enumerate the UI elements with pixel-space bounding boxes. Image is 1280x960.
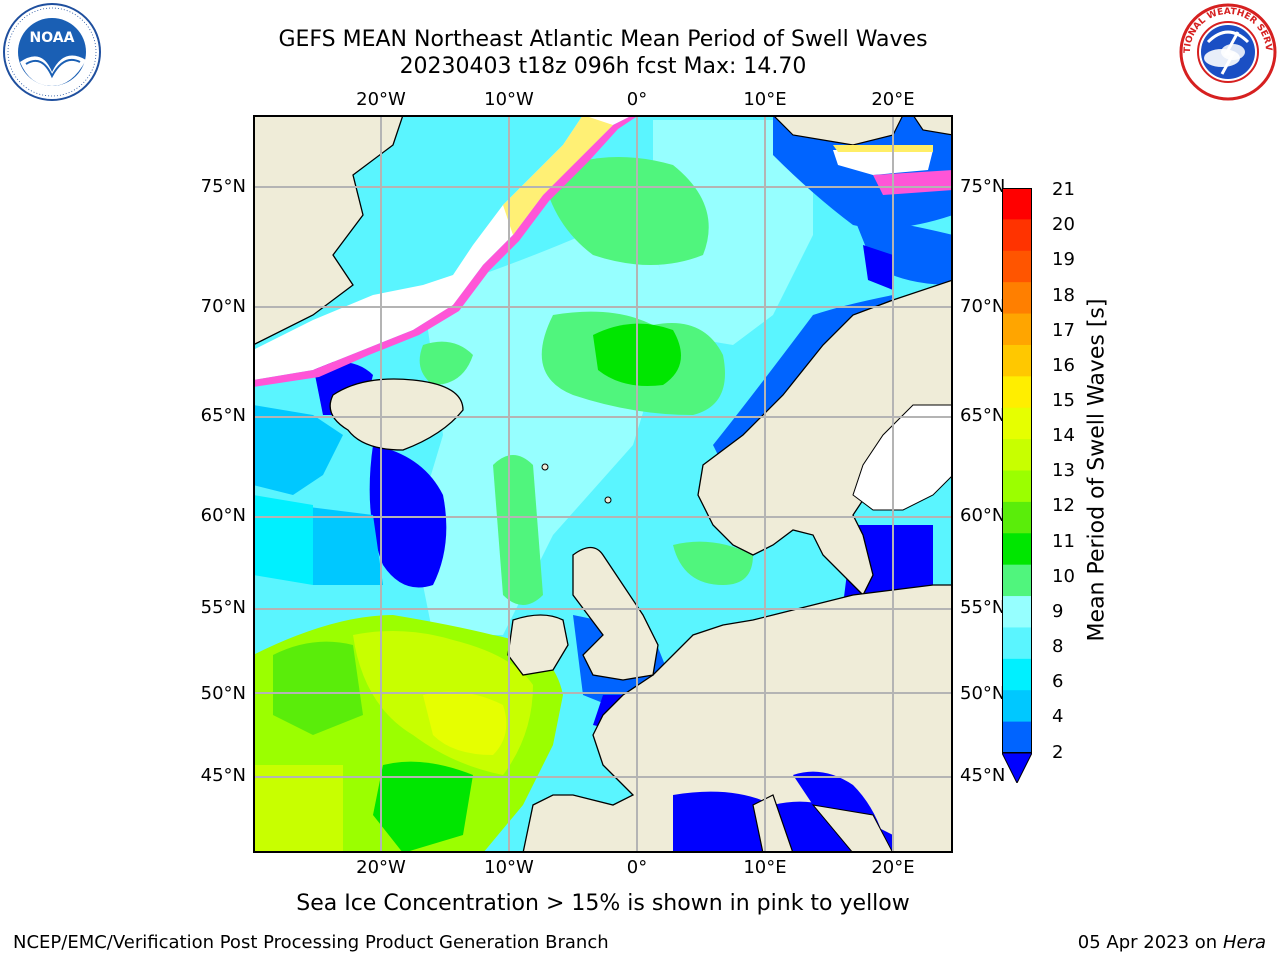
colorbar-tick: 17 bbox=[1052, 320, 1075, 341]
colorbar-tick: 9 bbox=[1052, 601, 1064, 622]
lon-label-bottom-10e: 10°E bbox=[743, 857, 787, 878]
colorbar-segment bbox=[1002, 533, 1032, 566]
nws-logo: NATIONAL WEATHER SERVICE bbox=[1178, 2, 1277, 101]
footer-host: Hera bbox=[1222, 932, 1266, 953]
footer-date: 05 Apr 2023 on Hera bbox=[1078, 932, 1266, 953]
lat-label-right-60n: 60°N bbox=[960, 505, 1006, 526]
lat-label-right-55n: 55°N bbox=[960, 597, 1006, 618]
colorbar-segment bbox=[1002, 219, 1032, 252]
lon-label-top-10e: 10°E bbox=[743, 89, 787, 110]
colorbar-segment bbox=[1002, 344, 1032, 377]
colorbar-tick: 6 bbox=[1052, 671, 1064, 692]
colorbar-segment bbox=[1002, 407, 1032, 440]
colorbar-segment bbox=[1002, 658, 1032, 691]
colorbar-tick: 8 bbox=[1052, 636, 1064, 657]
noaa-logo: NOAA bbox=[3, 3, 101, 101]
lon-label-bottom-10w: 10°W bbox=[484, 857, 534, 878]
colorbar-segment bbox=[1002, 627, 1032, 660]
lon-label-top-0: 0° bbox=[626, 89, 648, 110]
colorbar-under-extension bbox=[1002, 752, 1032, 783]
lat-label-right-50n: 50°N bbox=[960, 683, 1006, 704]
colorbar-tick: 16 bbox=[1052, 355, 1075, 376]
colorbar-segment bbox=[1002, 564, 1032, 597]
lon-label-bottom-0: 0° bbox=[626, 857, 648, 878]
colorbar-segment bbox=[1002, 690, 1032, 723]
noaa-logo-text: NOAA bbox=[30, 30, 75, 46]
colorbar bbox=[1002, 188, 1032, 783]
lat-label-right-45n: 45°N bbox=[960, 765, 1006, 786]
colorbar-tick: 19 bbox=[1052, 249, 1075, 270]
lat-label-left-50n: 50°N bbox=[200, 683, 246, 704]
colorbar-tick: 20 bbox=[1052, 214, 1075, 235]
colorbar-tick: 12 bbox=[1052, 495, 1075, 516]
lat-label-left-45n: 45°N bbox=[200, 765, 246, 786]
lat-label-left-75n: 75°N bbox=[200, 176, 246, 197]
colorbar-outline bbox=[1002, 188, 1032, 753]
colorbar-segment bbox=[1002, 188, 1032, 220]
lat-label-left-60n: 60°N bbox=[200, 505, 246, 526]
colorbar-tick: 10 bbox=[1052, 566, 1075, 587]
lat-label-left-70n: 70°N bbox=[200, 296, 246, 317]
colorbar-segment bbox=[1002, 376, 1032, 409]
footer-credit: NCEP/EMC/Verification Post Processing Pr… bbox=[13, 932, 609, 953]
lat-label-left-65n: 65°N bbox=[200, 405, 246, 426]
colorbar-tick: 18 bbox=[1052, 285, 1075, 306]
colorbar-segment bbox=[1002, 501, 1032, 534]
chart-title: GEFS MEAN Northeast Atlantic Mean Period… bbox=[278, 27, 928, 52]
lon-label-top-20w: 20°W bbox=[356, 89, 406, 110]
colorbar-label: Mean Period of Swell Waves [s] bbox=[1084, 298, 1110, 642]
colorbar-segment bbox=[1002, 250, 1032, 283]
colorbar-tick: 13 bbox=[1052, 460, 1075, 481]
colorbar-segment bbox=[1002, 282, 1032, 315]
lat-label-right-65n: 65°N bbox=[960, 405, 1006, 426]
colorbar-tick: 2 bbox=[1052, 742, 1064, 763]
colorbar-segment bbox=[1002, 439, 1032, 471]
colorbar-segment bbox=[1002, 470, 1032, 503]
lon-label-top-10w: 10°W bbox=[484, 89, 534, 110]
colorbar-tick: 4 bbox=[1052, 706, 1064, 727]
lon-label-bottom-20w: 20°W bbox=[356, 857, 406, 878]
colorbar-tick: 15 bbox=[1052, 390, 1075, 411]
lon-label-bottom-20e: 20°E bbox=[871, 857, 915, 878]
footer-date-text: 05 Apr 2023 on bbox=[1077, 932, 1218, 953]
colorbar-tick: 11 bbox=[1052, 531, 1075, 552]
lat-label-right-75n: 75°N bbox=[960, 176, 1006, 197]
chart-subtitle: 20230403 t18z 096h fcst Max: 14.70 bbox=[399, 54, 807, 79]
sea-ice-note: Sea Ice Concentration > 15% is shown in … bbox=[296, 891, 910, 916]
swell-period-map bbox=[253, 115, 953, 853]
colorbar-tick: 21 bbox=[1052, 179, 1075, 200]
colorbar-segment bbox=[1002, 313, 1032, 346]
colorbar-tick: 14 bbox=[1052, 425, 1075, 446]
lon-label-top-20e: 20°E bbox=[871, 89, 915, 110]
colorbar-segment bbox=[1002, 596, 1032, 628]
lat-label-left-55n: 55°N bbox=[200, 597, 246, 618]
lat-label-right-70n: 70°N bbox=[960, 296, 1006, 317]
colorbar-segment bbox=[1002, 721, 1032, 754]
